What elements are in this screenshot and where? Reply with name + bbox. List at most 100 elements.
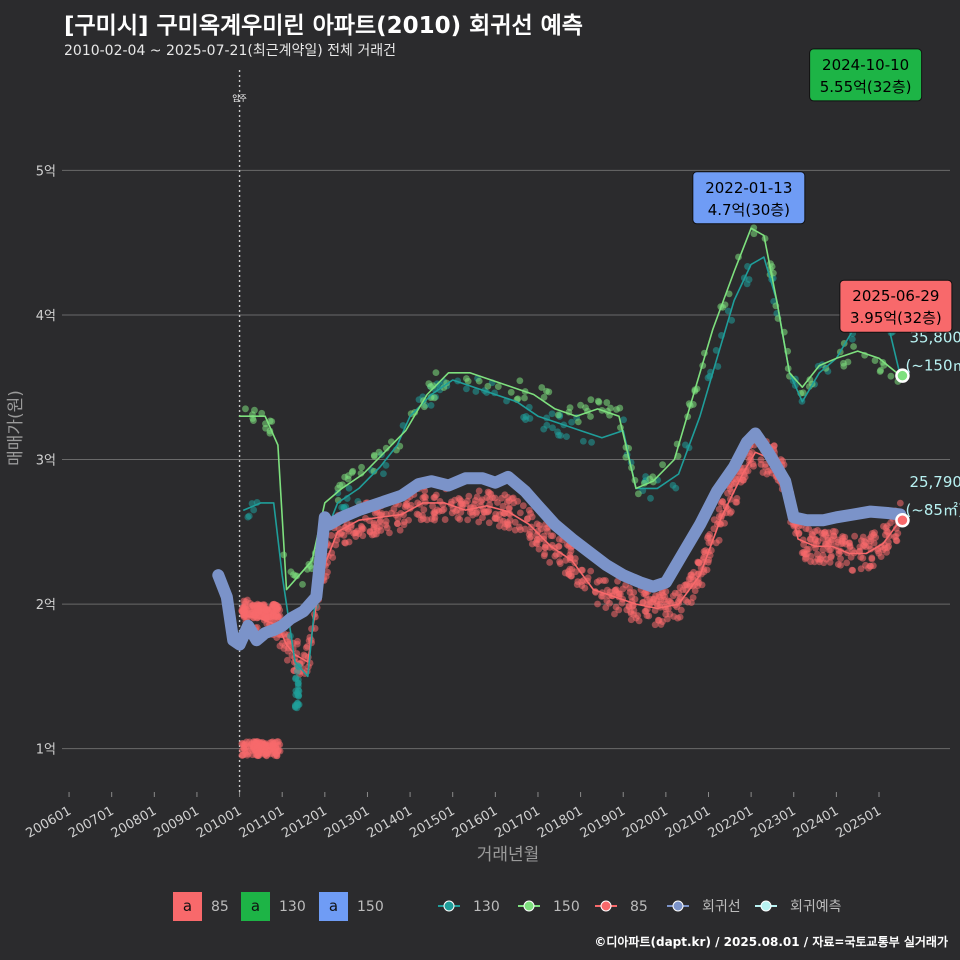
scatter-point-85 — [377, 517, 384, 524]
scatter-point-85 — [662, 610, 670, 618]
scatter-point-85 — [350, 529, 357, 537]
scatter-point-130 — [382, 461, 390, 469]
scatter-point-85 — [759, 469, 767, 476]
scatter-point-130 — [294, 680, 302, 687]
scatter-point-150 — [543, 387, 550, 395]
scatter-point-85 — [464, 497, 471, 505]
scatter-point-85 — [814, 526, 821, 534]
scatter-point-85 — [676, 613, 684, 621]
scatter-point-85 — [485, 519, 493, 527]
scatter-point-85 — [359, 532, 367, 540]
annotations: 2024-10-105.55억(32층)2022-01-134.7억(30층)2… — [692, 48, 953, 333]
scatter-point-85 — [534, 535, 541, 543]
scatter-point-150 — [268, 418, 276, 425]
scatter-point-85 — [440, 505, 448, 513]
scatter-point-130 — [292, 687, 300, 695]
scatter-point-130 — [548, 410, 556, 418]
scatter-point-85 — [456, 515, 464, 523]
legend-area-glyph: a — [329, 897, 338, 915]
y-tick-label: 4억 — [36, 309, 56, 324]
scatter-point-150 — [249, 411, 256, 419]
scatter-point-85 — [732, 498, 740, 506]
scatter-point-85 — [874, 547, 882, 555]
scatter-point-85 — [851, 532, 859, 540]
scatter-point-85 — [495, 522, 503, 530]
scatter-point-85 — [430, 494, 438, 501]
annotation-max-130: 2024-10-10 5.55억(32층) — [809, 48, 923, 102]
scatter-point-85 — [413, 510, 421, 518]
scatter-point-85 — [241, 747, 249, 754]
scatter-point-85 — [505, 497, 513, 505]
legend-line-label: 회귀예측 — [790, 899, 842, 915]
scatter-point-85 — [464, 516, 472, 524]
scatter-point-85 — [566, 551, 574, 559]
scatter-point-85 — [641, 589, 649, 597]
회귀예측-85 — [895, 512, 910, 528]
scatter-point-85 — [526, 534, 534, 542]
scatter-point-150 — [242, 405, 249, 413]
scatter-point-85 — [611, 610, 618, 618]
scatter-point-85 — [327, 532, 335, 539]
annotation-date: 2022-01-13 — [705, 179, 792, 197]
scatter-point-85 — [255, 602, 263, 610]
legend-line-label: 150 — [553, 899, 580, 915]
y-tick-label: 3억 — [36, 454, 56, 469]
scatter-point-85 — [276, 642, 284, 650]
y-tick-label: 5억 — [36, 164, 56, 179]
scatter-point-85 — [565, 570, 573, 578]
scatter-point-85 — [896, 499, 904, 507]
x-tick-label: 202201 — [706, 804, 756, 842]
scatter-point-130 — [620, 416, 627, 424]
scatter-point-85 — [400, 521, 408, 529]
scatter-point-85 — [879, 546, 887, 554]
scatter-point-130 — [293, 667, 301, 675]
scatter-point-85 — [600, 577, 607, 584]
scatter-point-150 — [258, 409, 266, 417]
scatter-point-85 — [887, 519, 894, 527]
scatter-point-85 — [845, 539, 853, 547]
scatter-point-85 — [717, 500, 725, 507]
scatter-point-85 — [373, 524, 381, 532]
scatter-point-85 — [431, 516, 438, 524]
scatter-point-85 — [819, 534, 827, 542]
scatter-point-150 — [521, 394, 528, 402]
scatter-point-130 — [345, 484, 353, 492]
scatter-point-85 — [543, 524, 551, 532]
scatter-point-150 — [290, 571, 297, 579]
scatter-point-85 — [505, 505, 513, 513]
scatter-point-130 — [669, 481, 677, 489]
회귀예측-150 — [895, 368, 910, 383]
scatter-point-85 — [441, 516, 449, 523]
x-tick-label: 201401 — [365, 804, 415, 842]
scatter-point-85 — [834, 560, 842, 568]
scatter-point-85 — [541, 543, 549, 551]
scatter-point-85 — [275, 603, 282, 611]
scatter-point-150 — [358, 463, 365, 471]
x-tick-label: 201501 — [407, 804, 457, 842]
scatter-point-85 — [556, 558, 563, 566]
x-tick-label: 201101 — [237, 804, 287, 842]
prediction-value-label: 25,790 — [909, 473, 960, 491]
scatter-point-85 — [695, 559, 703, 566]
scatter-point-85 — [489, 494, 496, 502]
scatter-point-85 — [420, 506, 428, 514]
annotation-date: 2025-06-29 — [852, 287, 939, 305]
scatter-point-130 — [427, 401, 435, 409]
x-tick-label: 202101 — [663, 804, 713, 842]
scatter-point-85 — [802, 554, 810, 561]
scatter-point-85 — [546, 559, 554, 566]
x-tick-label: 202001 — [620, 804, 670, 842]
scatter-point-85 — [891, 533, 898, 541]
scatter-point-85 — [603, 597, 611, 605]
scatter-point-85 — [421, 498, 429, 506]
scatter-point-150 — [375, 448, 383, 456]
legend-line-marker — [760, 900, 772, 912]
scatter-point-85 — [526, 528, 534, 536]
scatter-point-85 — [263, 751, 270, 759]
x-tick-label: 200601 — [24, 804, 74, 842]
series-line-150 — [238, 227, 902, 591]
scatter-point-85 — [519, 502, 527, 510]
scatter-point-130 — [682, 441, 689, 449]
scatter-point-150 — [634, 490, 642, 498]
x-tick-label: 200801 — [109, 804, 159, 842]
